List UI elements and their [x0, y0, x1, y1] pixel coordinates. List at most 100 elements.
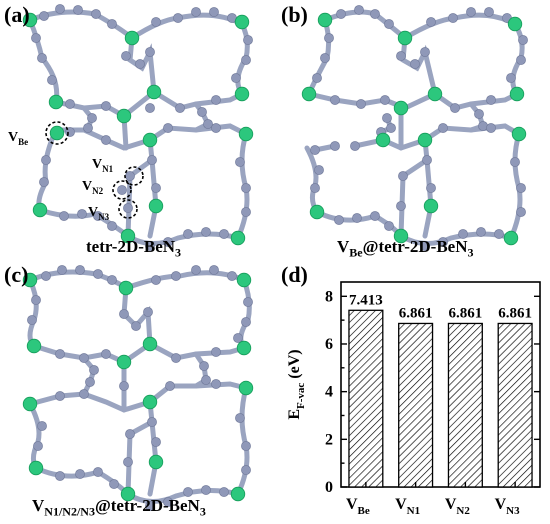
n-atom [55, 349, 65, 359]
n-atom [199, 361, 209, 371]
n-atom [125, 171, 135, 181]
n-atom [438, 237, 448, 247]
n-atom [380, 95, 390, 105]
n-atom [191, 265, 201, 275]
vacancy-n1-marker [124, 166, 144, 186]
be-atom [48, 94, 64, 110]
n-atom [33, 441, 43, 451]
n-atom [241, 441, 251, 451]
n-atoms-c [27, 265, 253, 511]
be-atom [148, 198, 164, 214]
n-atom [227, 271, 237, 281]
n-atom [39, 11, 49, 21]
n-atom [151, 183, 161, 193]
n-atom [518, 35, 528, 45]
n-atom [147, 417, 157, 427]
n-atom [352, 213, 362, 223]
plot-frame [340, 281, 541, 488]
n-atom [370, 9, 380, 19]
be-atom [230, 486, 246, 502]
n-atom [57, 265, 67, 275]
be-atom [22, 272, 38, 288]
n-atom [231, 73, 241, 83]
n-atom [107, 19, 117, 29]
n-atom [211, 347, 221, 357]
n-atom [241, 55, 251, 65]
n-atom [426, 183, 436, 193]
be-atom [507, 16, 523, 32]
n-atom [336, 9, 346, 19]
n-atom [420, 47, 430, 57]
n-atom [324, 33, 334, 43]
n-atom [183, 487, 193, 497]
be-atom [317, 12, 333, 28]
panel-c: (c) VN1/N2/N3@tetr-2D-BeN3 [0, 262, 275, 524]
n-atom [203, 119, 213, 129]
panel-b-label: (b) [281, 2, 308, 27]
n-atom [191, 7, 201, 17]
n-atom [398, 171, 408, 181]
n-atom [163, 123, 173, 133]
n-atom [85, 377, 95, 387]
n-atom [145, 103, 155, 113]
n-atom [478, 121, 488, 131]
n-atom [135, 59, 145, 69]
be-atom [142, 336, 158, 352]
n-atom [426, 17, 436, 27]
be-atoms-c [22, 272, 254, 502]
n-atom [484, 7, 494, 17]
n-atom [163, 497, 173, 507]
be-atom [397, 30, 413, 46]
n-atom [41, 271, 51, 281]
n-atom [494, 229, 504, 239]
panel-a: VBe VN1 VN2 VN3 (a) tetr-2D-BeN3 [0, 0, 275, 262]
n-atoms-b [310, 5, 528, 251]
n-atom [171, 353, 181, 363]
n-atom [420, 241, 430, 251]
n-atom [233, 333, 243, 343]
n-atom [241, 207, 251, 217]
n-atom [59, 211, 69, 221]
be-atom [124, 30, 140, 46]
n-atom [450, 103, 460, 113]
n-atom [422, 155, 432, 165]
n-atom [201, 485, 211, 495]
n-atom [131, 321, 141, 331]
be-atom [511, 126, 527, 142]
n-atom [356, 99, 366, 109]
n-atom [173, 13, 183, 23]
be-atom [118, 280, 134, 296]
n-atom [151, 275, 161, 285]
n-atom [466, 7, 476, 17]
bar-value-label: 6.861 [498, 305, 532, 321]
panel-a-label: (a) [4, 2, 30, 27]
n-atom [145, 501, 155, 511]
y-tick-label: 2 [325, 431, 333, 448]
n-atom [183, 229, 193, 239]
n-atom [147, 155, 157, 165]
vacancy-n2-marker [112, 180, 132, 200]
n-atom [27, 315, 37, 325]
n-atom [320, 53, 330, 63]
n-atom [243, 35, 253, 45]
panel-d: 0 2 4 6 8 7.413 VBe 6.861 VN1 6.861 VN2 6.861 VN3 EF-… [275, 262, 550, 524]
be-atom [142, 132, 158, 148]
be-atom [238, 126, 254, 142]
structure-c [22, 265, 254, 511]
n-atom [143, 307, 153, 317]
be-atom [236, 340, 252, 356]
be-atom [375, 132, 391, 148]
bar-chart: 0 2 4 6 8 7.413 VBe 6.861 VN1 6.861 VN2 6.861 VN3 EF-… [286, 281, 541, 517]
n-atom [107, 221, 117, 231]
n-atom [101, 101, 111, 111]
be-atom [234, 14, 250, 30]
n-atom [89, 365, 99, 375]
n-atom [165, 381, 175, 391]
be-atom [22, 396, 38, 412]
be-atom [301, 86, 317, 102]
n-atom [125, 429, 135, 439]
y-axis-label: EF-vac (eV) [286, 349, 307, 419]
n-atom [55, 391, 65, 401]
be-atoms-a [22, 12, 254, 246]
n-atom [123, 457, 133, 467]
